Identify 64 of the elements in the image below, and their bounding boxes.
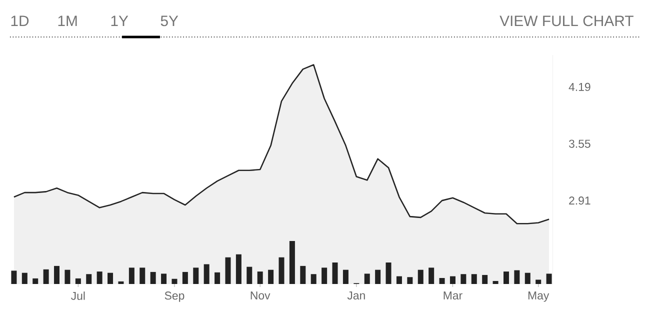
bar <box>289 241 295 284</box>
y-tick-label: 3.55 <box>568 140 590 148</box>
bar <box>546 274 552 284</box>
bar <box>492 280 498 284</box>
bar <box>214 272 220 284</box>
bar <box>182 272 188 284</box>
bar <box>418 270 424 284</box>
bar <box>150 272 156 284</box>
bar <box>322 268 328 284</box>
bar <box>118 281 124 284</box>
bar <box>471 274 477 284</box>
x-tick-label: Jul <box>71 292 85 300</box>
bar <box>503 272 509 284</box>
bar <box>364 274 370 284</box>
bar <box>236 254 242 284</box>
x-tick-label: Jan <box>347 292 365 300</box>
text: 5Y <box>160 16 178 26</box>
bar <box>342 270 348 284</box>
bar <box>407 277 413 284</box>
bar <box>86 274 92 284</box>
bar <box>64 270 70 284</box>
x-tick-label: May <box>528 292 550 302</box>
bar <box>428 268 434 284</box>
bar <box>246 266 252 284</box>
bar <box>460 274 466 284</box>
bar <box>482 274 488 284</box>
bar <box>96 272 102 284</box>
bar <box>172 278 178 284</box>
bar <box>300 266 306 284</box>
bar <box>75 278 81 284</box>
bar <box>11 270 17 284</box>
bar <box>43 269 49 284</box>
bar <box>386 262 392 284</box>
bar <box>524 272 530 284</box>
x-tick-label: Nov <box>250 292 270 300</box>
x-tick-label: Mar <box>444 292 462 300</box>
bar <box>108 272 114 284</box>
bar <box>450 276 456 284</box>
bar <box>22 272 28 284</box>
bar <box>204 264 210 284</box>
bar <box>310 274 316 284</box>
text: 1D <box>11 16 29 26</box>
bar <box>161 274 167 284</box>
bar <box>54 266 60 284</box>
bar <box>193 268 199 284</box>
bar <box>332 262 338 284</box>
bar <box>439 278 445 284</box>
bar <box>536 280 542 284</box>
bar <box>375 270 381 284</box>
x-tick-label: Sep <box>164 292 184 302</box>
bar <box>396 276 402 284</box>
text: 1Y <box>111 16 128 26</box>
bar <box>278 257 284 284</box>
bar <box>268 270 274 284</box>
bar <box>514 270 520 284</box>
bar <box>257 272 263 284</box>
bar <box>140 268 146 284</box>
bar <box>225 257 231 284</box>
text: VIEW FULL CHART <box>500 16 634 26</box>
text: 1M <box>58 16 77 26</box>
y-tick-label: 4.19 <box>568 82 590 92</box>
bar <box>128 268 134 284</box>
bar <box>32 278 38 284</box>
y-tick-label: 2.91 <box>569 196 590 205</box>
